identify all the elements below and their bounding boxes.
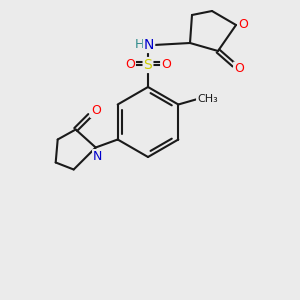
Text: O: O — [91, 104, 100, 117]
Text: S: S — [144, 58, 152, 72]
Text: O: O — [238, 19, 248, 32]
Text: N: N — [93, 150, 102, 163]
Text: H: H — [134, 38, 144, 50]
Text: O: O — [234, 62, 244, 76]
Text: O: O — [125, 58, 135, 71]
Text: CH₃: CH₃ — [197, 94, 218, 103]
Text: N: N — [144, 38, 154, 52]
Text: O: O — [161, 58, 171, 71]
